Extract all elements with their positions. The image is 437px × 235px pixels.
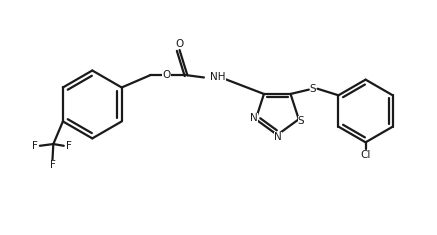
Text: F: F (49, 160, 55, 170)
Text: F: F (32, 141, 38, 151)
Text: Cl: Cl (361, 150, 371, 160)
Text: O: O (163, 70, 170, 80)
Text: N: N (250, 114, 258, 123)
Text: S: S (310, 84, 316, 94)
Text: S: S (298, 116, 304, 126)
Text: N: N (274, 132, 282, 142)
Text: O: O (175, 39, 184, 49)
Text: F: F (66, 141, 72, 151)
Text: NH: NH (210, 72, 225, 82)
